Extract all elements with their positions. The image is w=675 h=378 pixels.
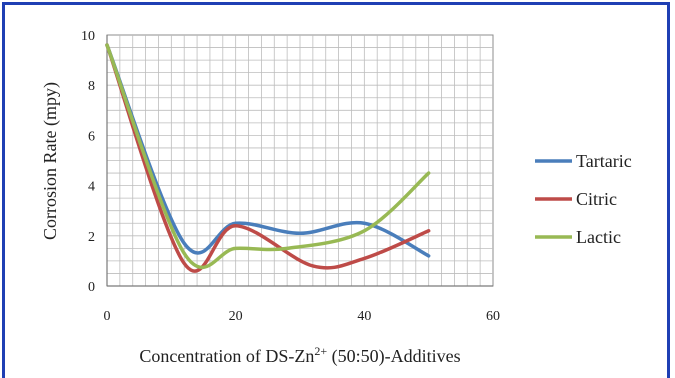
y-tick-label: 0: [88, 280, 95, 295]
y-tick-labels: 0 2 4 6 8 10: [81, 29, 95, 295]
legend-label-citric: Citric: [576, 189, 617, 209]
y-axis-title: Corrosion Rate (mpy): [40, 82, 61, 240]
x-tick-label: 60: [486, 309, 500, 324]
series-lines: [105, 43, 431, 273]
y-tick-label: 8: [88, 79, 95, 94]
plot-grid: [106, 34, 494, 287]
series-line-lactic: [105, 43, 431, 270]
series-line-tartaric: [105, 43, 431, 258]
legend-label-tartaric: Tartaric: [576, 151, 632, 171]
x-tick-label: 20: [229, 309, 243, 324]
x-tick-label: 40: [357, 309, 371, 324]
x-axis-title: Concentration of DS-Zn2+ (50:50)-Additiv…: [139, 344, 460, 367]
y-tick-label: 10: [81, 29, 95, 44]
legend-label-lactic: Lactic: [576, 227, 621, 247]
y-tick-label: 4: [88, 180, 95, 195]
x-tick-labels: 0 20 40 60: [104, 309, 501, 324]
legend: Tartaric Citric Lactic: [535, 151, 632, 247]
y-tick-label: 6: [88, 129, 95, 144]
x-tick-label: 0: [104, 309, 111, 324]
y-tick-label: 2: [88, 230, 95, 245]
series-line-citric: [105, 43, 431, 273]
